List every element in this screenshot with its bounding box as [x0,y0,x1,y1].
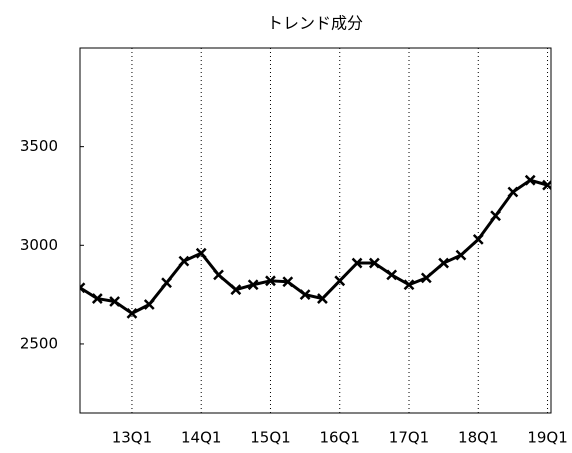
marker [438,257,450,269]
marker [109,296,121,307]
x-tick-label: 16Q1 [320,429,360,447]
trend-line [80,178,548,315]
x-tick-label: 15Q1 [250,429,290,447]
y-tick-label: 3500 [20,137,58,155]
marker [472,233,484,245]
marker [195,247,207,259]
marker [126,307,138,319]
marker [524,174,536,186]
marker [542,179,551,191]
marker [247,279,259,291]
marker [351,257,363,269]
marker [299,289,311,301]
x-tick-label: 17Q1 [389,429,429,447]
plot-area [80,174,551,319]
marker [178,255,190,267]
marker [386,269,398,281]
marker [230,284,242,296]
x-tick-label: 19Q1 [527,429,567,447]
y-tick-label: 2500 [20,334,58,352]
x-tick-label: 14Q1 [181,429,221,447]
marker [213,269,224,281]
x-tick-label: 18Q1 [458,429,498,447]
marker [317,293,328,304]
marker [455,249,467,261]
marker [91,293,103,304]
marker [80,282,86,294]
chart-title: トレンド成分 [267,14,363,33]
y-tick-label: 3000 [20,236,58,254]
marker [143,299,155,310]
marker [420,272,432,284]
plot-frame [79,47,552,414]
marker [368,257,380,269]
marker [282,276,294,288]
marker [507,186,519,198]
x-tick-label: 13Q1 [112,429,152,447]
marker [161,277,172,289]
marker [490,210,501,222]
